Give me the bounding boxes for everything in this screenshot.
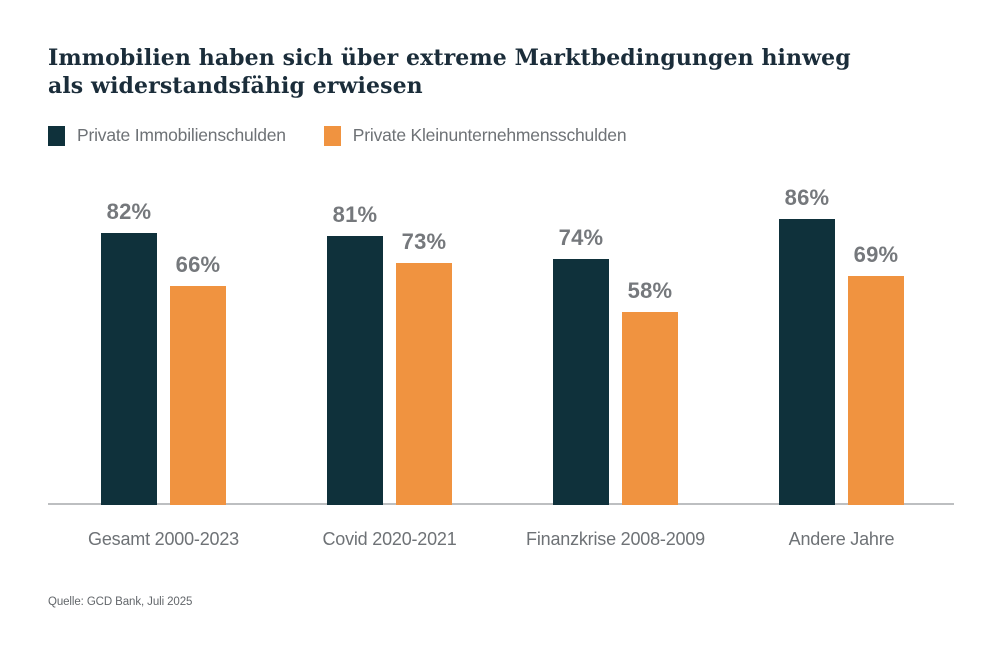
x-axis-line [48, 503, 954, 505]
category-label: Andere Jahre [788, 529, 895, 549]
legend-swatch-immobilienschulden [48, 125, 65, 146]
bar-column: 73% [396, 229, 452, 505]
bar-private-kleinunternehmensschulden [396, 263, 452, 505]
bar-column: 58% [622, 278, 678, 505]
value-label: 58% [627, 278, 673, 303]
bar-group-finanzkrise-2008-2009: 74% 58% Finanzkrise 2008-2009 [526, 185, 705, 550]
value-label: 66% [175, 252, 221, 277]
bar-private-immobilienschulden [779, 219, 835, 505]
bar-group-covid-2020-2021: 81% 73% Covid 2020-2021 [322, 185, 457, 550]
bar-private-kleinunternehmensschulden [622, 312, 678, 505]
legend-label-kleinunternehmensschulden: Private Kleinunternehmensschulden [352, 125, 627, 145]
category-label: Finanzkrise 2008-2009 [526, 529, 705, 549]
bar-private-kleinunternehmensschulden [848, 276, 904, 505]
plot-area: 82% 66% Gesamt 2000-2023 81% 73% Covid 2020-2… [48, 185, 954, 549]
source-note: Quelle: GCD Bank, Juli 2025 [48, 596, 193, 608]
bar-column: 74% [553, 225, 609, 505]
chart-title: Immobilien haben sich über extreme Markt… [48, 45, 851, 99]
bar-column: 81% [327, 202, 383, 505]
legend: Private Immobilienschulden Private Klein… [48, 125, 627, 146]
bar-pair: 81% 73% [327, 185, 452, 505]
legend-item-immobilienschulden: Private Immobilienschulden [48, 125, 286, 146]
legend-item-kleinunternehmensschulden: Private Kleinunternehmensschulden [323, 125, 627, 146]
value-label: 74% [558, 225, 604, 250]
bar-column: 69% [848, 242, 904, 505]
bar-private-kleinunternehmensschulden [170, 286, 226, 505]
bar-groups: 82% 66% Gesamt 2000-2023 81% 73% Covid 2020-2… [48, 185, 954, 550]
value-label: 69% [853, 242, 899, 267]
bar-group-gesamt-2000-2023: 82% 66% Gesamt 2000-2023 [88, 185, 239, 550]
value-label: 82% [106, 199, 152, 224]
legend-label-immobilienschulden: Private Immobilienschulden [77, 125, 286, 145]
bar-pair: 86% 69% [779, 185, 904, 505]
bar-pair: 82% 66% [101, 185, 226, 505]
category-label: Covid 2020-2021 [322, 529, 457, 549]
bar-group-andere-jahre: 86% 69% Andere Jahre [779, 185, 904, 550]
bar-pair: 74% 58% [553, 185, 678, 505]
bar-column: 66% [170, 252, 226, 505]
legend-swatch-kleinunternehmensschulden [323, 125, 341, 146]
category-label: Gesamt 2000-2023 [88, 529, 239, 549]
value-label: 73% [401, 229, 447, 254]
bar-private-immobilienschulden [553, 259, 609, 505]
bar-column: 82% [101, 199, 157, 505]
bar-private-immobilienschulden [327, 236, 383, 505]
value-label: 81% [332, 202, 378, 227]
bar-column: 86% [779, 185, 835, 505]
value-label: 86% [784, 185, 830, 210]
bar-private-immobilienschulden [101, 233, 157, 505]
